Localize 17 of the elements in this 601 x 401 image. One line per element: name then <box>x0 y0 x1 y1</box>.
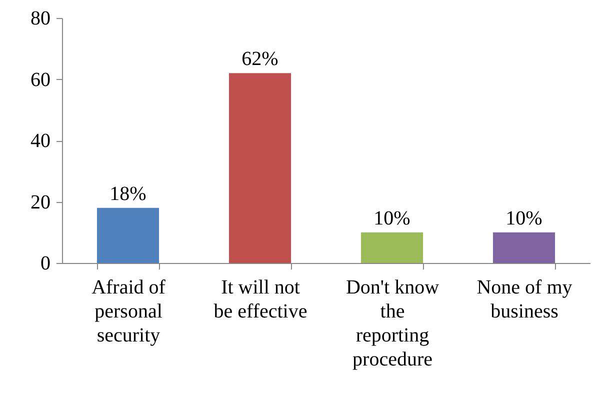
y-tick-label: 20 <box>30 191 50 214</box>
bar <box>360 232 424 263</box>
x-tick-label: None of my business <box>476 276 572 322</box>
x-tick-label: It will not be effective <box>214 276 308 322</box>
data-label: 62% <box>242 48 278 70</box>
bar <box>96 208 160 263</box>
data-label: 10% <box>374 207 410 230</box>
x-tick-label: Afraid of personal security <box>92 276 166 346</box>
data-label: 18% <box>110 182 146 205</box>
y-tick-label: 60 <box>30 68 50 91</box>
y-tick-label: 80 <box>30 8 50 30</box>
y-tick-label: 40 <box>30 130 50 152</box>
y-tick-label: 0 <box>40 252 50 274</box>
data-label: 10% <box>506 207 542 230</box>
bar <box>228 73 292 263</box>
x-tick-label: Don't know the reporting procedure <box>346 276 440 370</box>
bar <box>492 232 556 263</box>
